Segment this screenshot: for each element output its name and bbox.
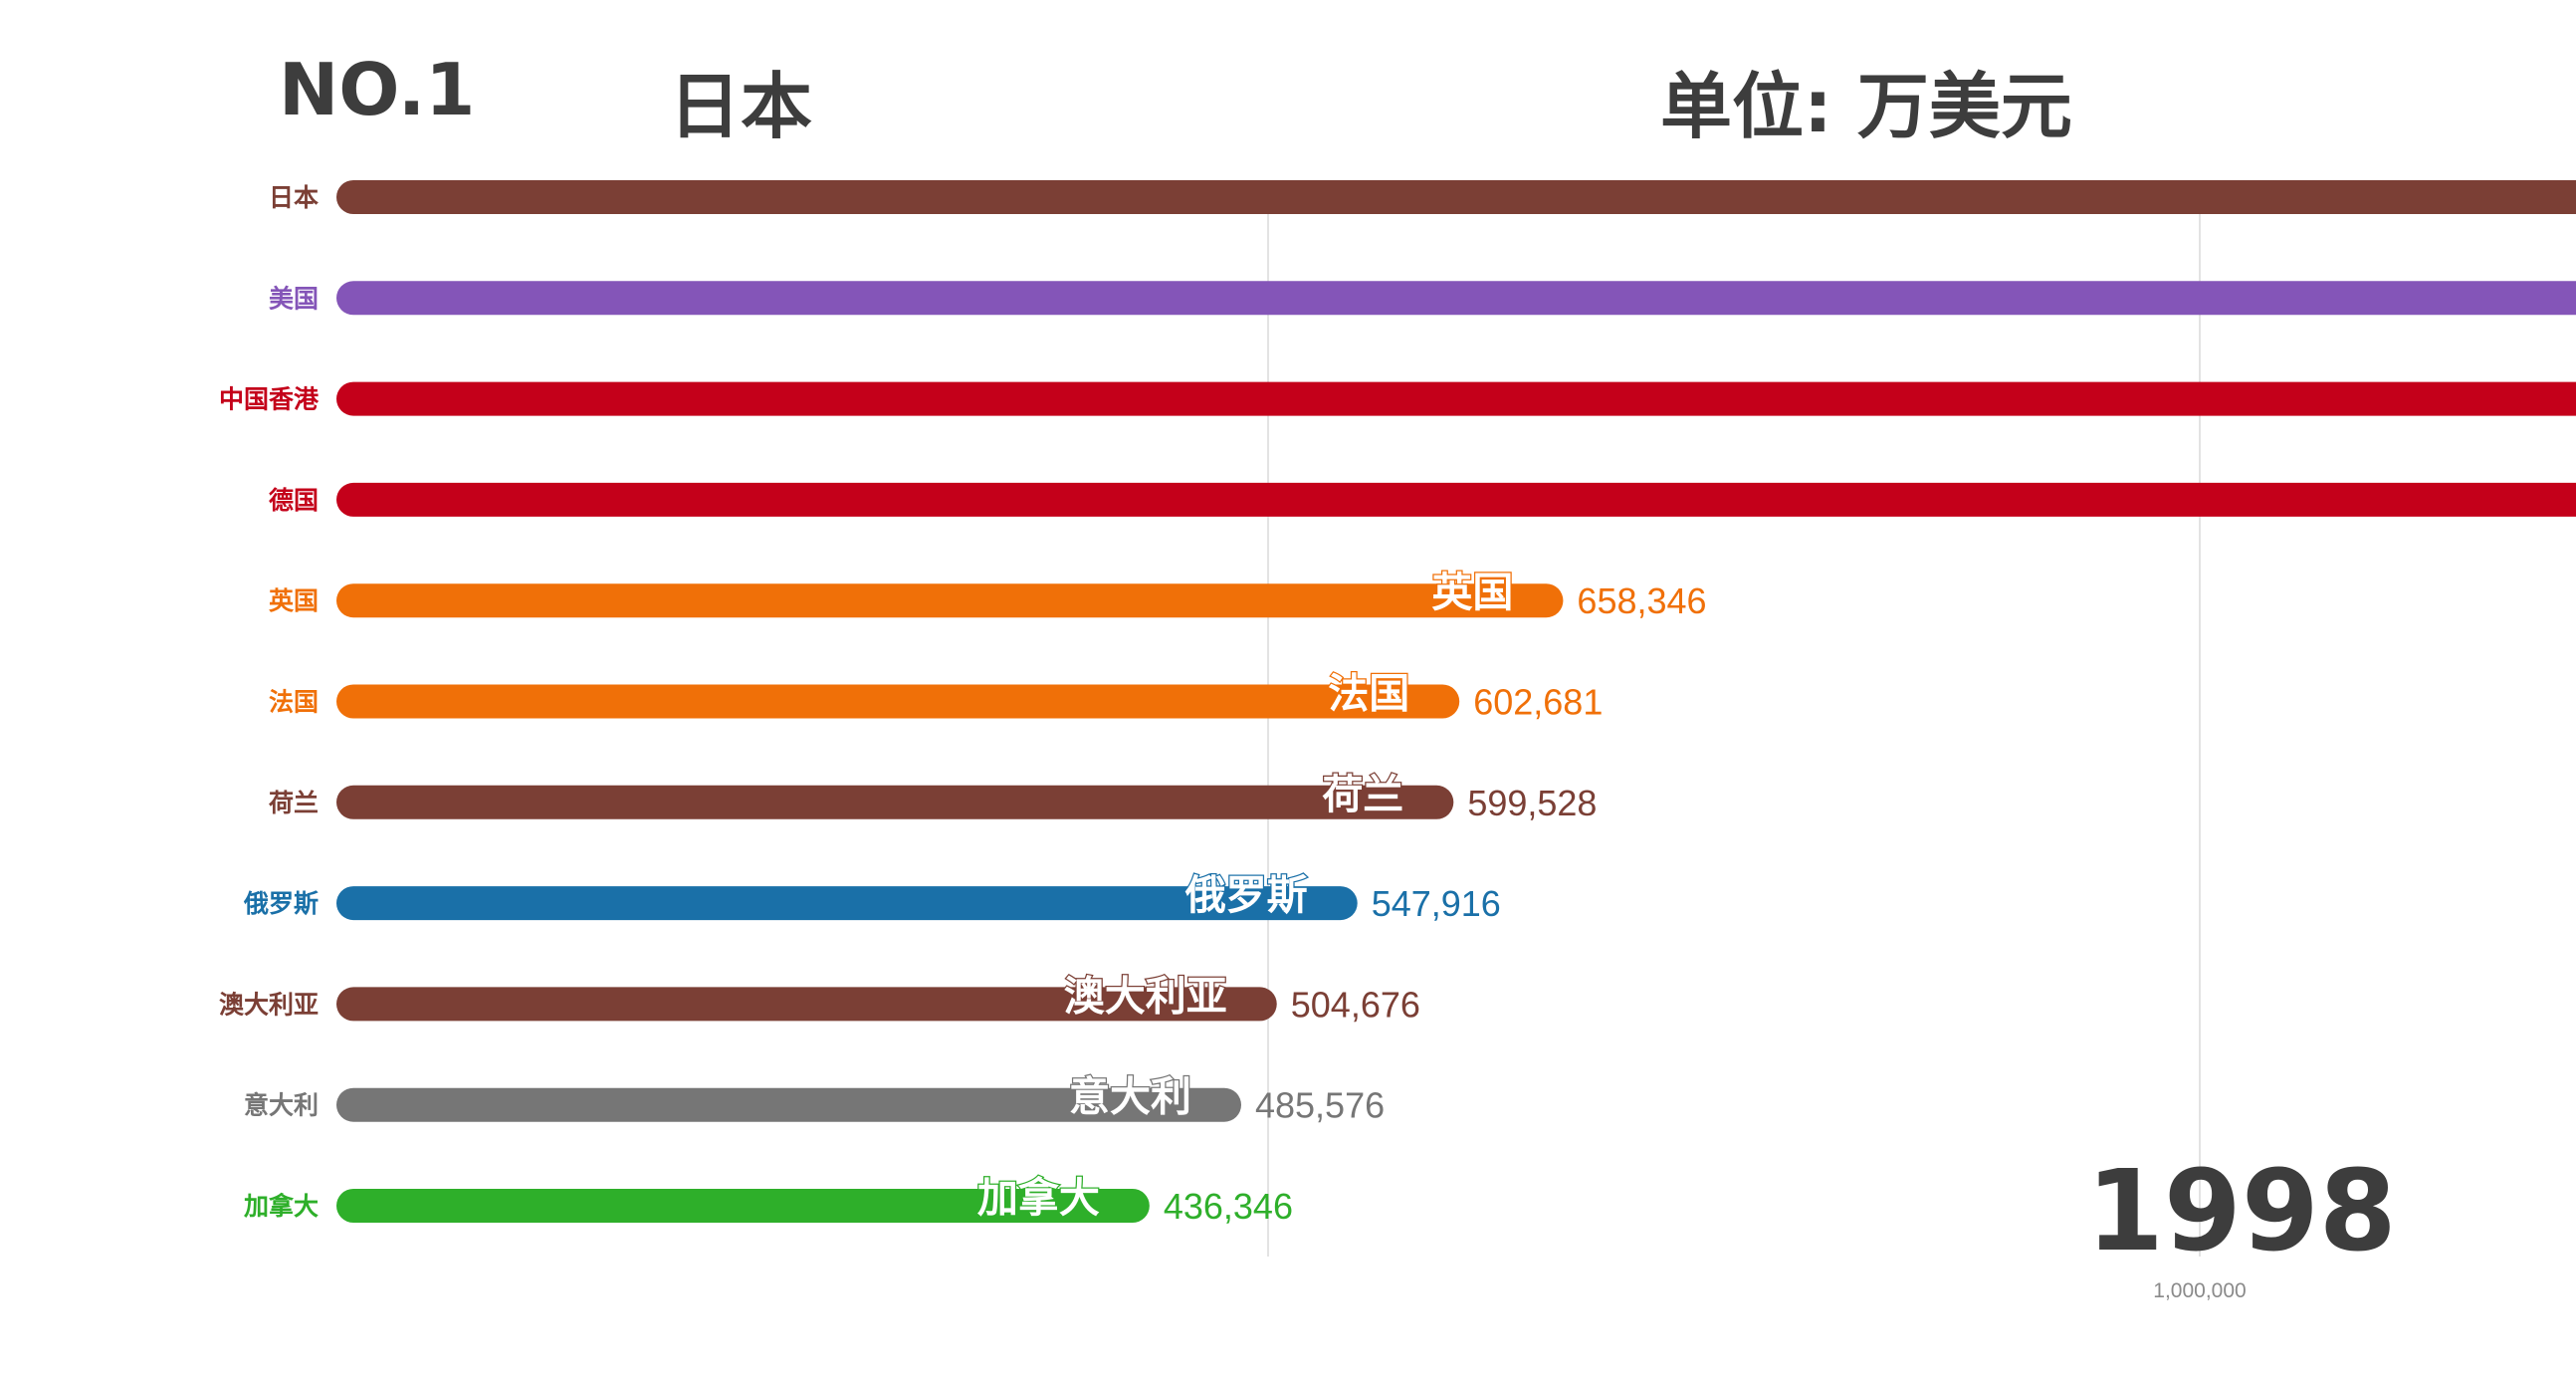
bar bbox=[336, 583, 1564, 618]
bar-inner-label: 加拿大 bbox=[977, 1174, 1100, 1222]
bar-row: 英国 英国 658,346 bbox=[269, 568, 1707, 621]
bar-row: 澳大利亚 澳大利亚 504,676 bbox=[219, 971, 1420, 1025]
value-label: 485,576 bbox=[1255, 1085, 1385, 1126]
value-label: 504,676 bbox=[1291, 984, 1420, 1025]
bar-inner-label: 俄罗斯 bbox=[1184, 871, 1308, 919]
bar bbox=[336, 1087, 1241, 1122]
value-label: 436,346 bbox=[1164, 1186, 1293, 1227]
bar-inner-label: 法国 bbox=[1328, 670, 1409, 718]
bar-row: 美国美国5,482,303 bbox=[269, 281, 2576, 316]
category-label: 法国 bbox=[269, 688, 319, 717]
bar-row: 日本日本5,792,693 bbox=[269, 180, 2576, 214]
bar-row: 俄罗斯 俄罗斯 547,916 bbox=[243, 870, 1501, 924]
grid-layer bbox=[1267, 204, 2201, 1257]
bar-inner-label: 意大利 bbox=[1069, 1073, 1191, 1121]
bar bbox=[336, 381, 2576, 416]
bar-row: 荷兰 荷兰 599,528 bbox=[269, 770, 1597, 823]
category-label: 英国 bbox=[269, 586, 319, 615]
value-label: 658,346 bbox=[1577, 580, 1706, 621]
bar bbox=[336, 785, 1454, 819]
bar bbox=[336, 180, 2576, 214]
bar bbox=[336, 482, 2576, 517]
unit-label: 单位: 万美元 bbox=[1660, 65, 2072, 148]
bar bbox=[336, 987, 1277, 1022]
category-label: 俄罗斯 bbox=[243, 889, 319, 918]
bar bbox=[336, 684, 1460, 719]
bar-row: 法国 法国 602,681 bbox=[269, 668, 1603, 723]
x-tick-label: 1,000,000 bbox=[2153, 1279, 2246, 1302]
bar-row: 德国德国1,437,292 bbox=[269, 482, 2576, 517]
category-label: 美国 bbox=[269, 284, 319, 313]
leader-name: 日本 bbox=[669, 65, 813, 148]
category-label: 加拿大 bbox=[243, 1192, 319, 1221]
bar-inner-label: 荷兰 bbox=[1322, 771, 1403, 818]
value-label: 547,916 bbox=[1372, 883, 1501, 924]
bar-row: 中国香港中国香港4,539,335 bbox=[219, 381, 2576, 416]
bars-layer: 日本日本5,792,693 美国美国5,482,303 中国香港中国香港4,539,… bbox=[219, 180, 2576, 1227]
category-label: 荷兰 bbox=[269, 789, 319, 817]
value-label: 602,681 bbox=[1473, 682, 1603, 723]
bar-row: 意大利 意大利 485,576 bbox=[244, 1071, 1385, 1126]
category-label: 德国 bbox=[269, 486, 319, 515]
bar bbox=[336, 886, 1358, 921]
bar bbox=[336, 1189, 1150, 1223]
category-label: 中国香港 bbox=[219, 385, 320, 414]
category-label: 澳大利亚 bbox=[219, 990, 319, 1019]
bar bbox=[336, 281, 2576, 316]
value-label: 599,528 bbox=[1467, 783, 1597, 823]
category-label: 意大利 bbox=[244, 1091, 319, 1120]
year-label: 1998 bbox=[2086, 1147, 2397, 1276]
axis-layer: 1,000,0002,000,0003,000,0004,000,0005,00… bbox=[2153, 1279, 2246, 1302]
bar-inner-label: 澳大利亚 bbox=[1064, 972, 1227, 1020]
bar-inner-label: 英国 bbox=[1431, 569, 1513, 616]
category-label: 日本 bbox=[269, 183, 319, 212]
rank-label: NO.1 bbox=[279, 48, 476, 131]
bar-row: 加拿大 加拿大 436,346 bbox=[243, 1173, 1293, 1227]
